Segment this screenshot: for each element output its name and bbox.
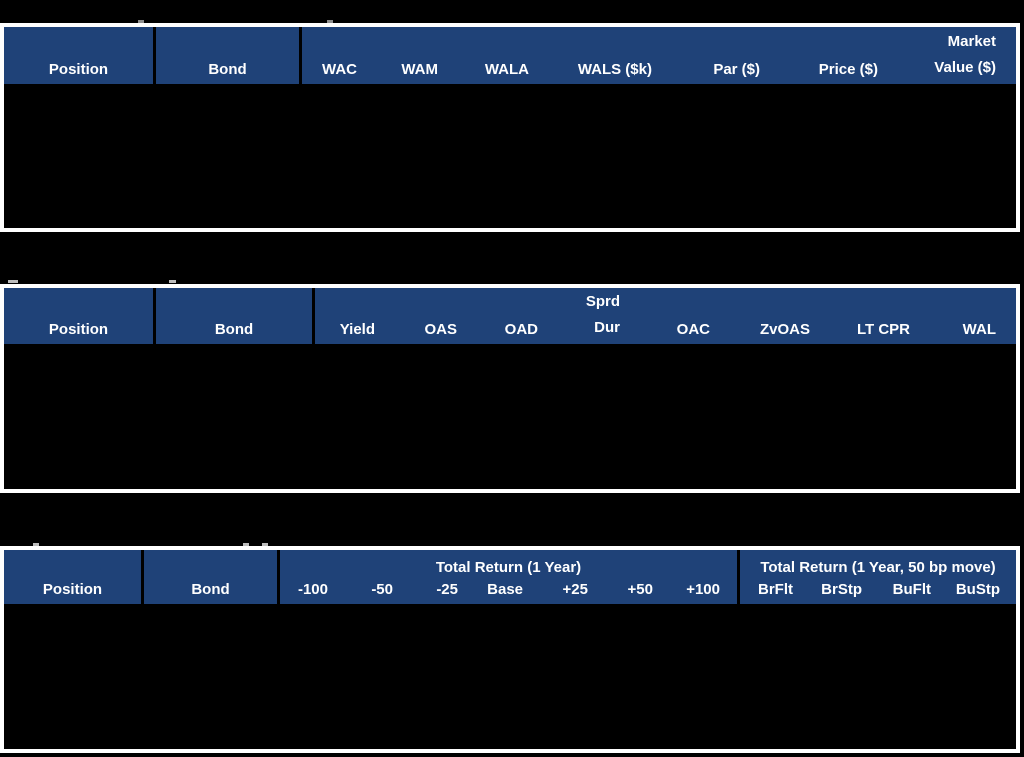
redaction-artifact [138,20,144,23]
table1-header-row: Position Bond WAC WAM WALA WALS ($k) Par… [4,27,1016,84]
table3-header-base: Base [487,581,523,598]
market-value-line1: Market [947,33,996,50]
redaction-artifact [327,20,333,23]
table1-header-position: Position [4,27,156,84]
group1-title: Total Return (1 Year) [435,559,582,576]
table3-header-bond: Bond [144,550,280,604]
table2-header-oas: OAS [424,321,457,338]
table3-header-buflt: BuFlt [892,581,931,598]
sprd-dur-line2: Dur [594,319,620,336]
table2-header-oad: OAD [504,321,538,338]
table1-header-wals: WALS ($k) [577,61,652,78]
group2-title: Total Return (1 Year, 50 bp move) [760,559,996,576]
table3-header-bustp: BuStp [955,581,1000,598]
table3-body-redacted [4,604,1016,749]
table2-header-bond: Bond [156,288,315,344]
table3-header-brflt: BrFlt [758,581,793,598]
table3-header-minus25: -25 [436,581,458,598]
group2-columns: BrFlt BrStp BuFlt BuStp [740,581,1016,598]
redaction-artifact [262,543,268,546]
table2-header-position: Position [4,288,156,344]
table1-body-redacted [4,84,1016,228]
redaction-artifact [8,280,18,283]
table3-header-minus100: -100 [297,581,328,598]
sprd-dur-line1: Sprd [585,293,620,310]
table3-group-total-return-1yr: Total Return (1 Year) -100 -50 -25 Base … [280,550,740,604]
table-analytics: Position Bond Yield OAS OAD Sprd Dur OAC… [0,284,1020,493]
table2-header-lt-cpr: LT CPR [856,321,910,338]
table3-group-total-return-50bp: Total Return (1 Year, 50 bp move) BrFlt … [740,550,1016,604]
table1-header-par: Par ($) [713,61,760,78]
redaction-artifact [243,543,249,546]
table1-header-wac: WAC [322,61,357,78]
redaction-artifact [33,543,39,546]
table3-header-minus50: -50 [371,581,393,598]
table2-header-yield: Yield [339,321,375,338]
table1-header-price: Price ($) [818,61,878,78]
table1-header-wam: WAM [401,61,438,78]
table3-header-plus100: +100 [686,581,720,598]
table-position-characteristics: Position Bond WAC WAM WALA WALS ($k) Par… [0,23,1020,232]
table3-header-position: Position [4,550,144,604]
table2-header-zvoas: ZvOAS [759,321,810,338]
table3-header-row: Position Bond Total Return (1 Year) -100… [4,550,1016,604]
table2-header-oac: OAC [676,321,710,338]
group1-columns: -100 -50 -25 Base +25 +50 +100 [280,581,737,598]
table2-body-redacted [4,344,1016,489]
table1-header-bond: Bond [156,27,302,84]
table3-header-plus25: +25 [562,581,588,598]
table2-header-wal: WAL [962,321,996,338]
table3-header-plus50: +50 [627,581,653,598]
market-value-line2: Value ($) [934,59,996,76]
table1-header-market-value: Market Value ($) [898,27,1016,84]
table3-header-brstp: BrStp [821,581,862,598]
table2-header-sprd-dur: Sprd Dur [558,288,640,344]
table1-header-wala: WALA [484,61,529,78]
table2-header-row: Position Bond Yield OAS OAD Sprd Dur OAC… [4,288,1016,344]
table-total-return: Position Bond Total Return (1 Year) -100… [0,546,1020,753]
redaction-artifact [169,280,176,283]
